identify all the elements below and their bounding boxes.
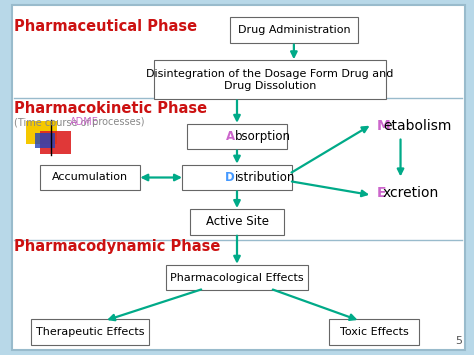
Text: Pharmacokinetic Phase: Pharmacokinetic Phase bbox=[14, 101, 207, 116]
Text: (Time course of: (Time course of bbox=[14, 118, 93, 127]
Text: Disintegration of the Dosage Form Drug and
Drug Dissolution: Disintegration of the Dosage Form Drug a… bbox=[146, 69, 394, 91]
Text: 5: 5 bbox=[455, 336, 462, 346]
Text: Drug Administration: Drug Administration bbox=[237, 25, 350, 35]
Text: E: E bbox=[377, 186, 386, 201]
FancyBboxPatch shape bbox=[40, 165, 140, 190]
FancyBboxPatch shape bbox=[230, 17, 358, 43]
FancyBboxPatch shape bbox=[154, 60, 386, 99]
FancyBboxPatch shape bbox=[329, 319, 419, 345]
FancyBboxPatch shape bbox=[187, 124, 287, 149]
FancyBboxPatch shape bbox=[31, 319, 149, 345]
Text: Toxic Effects: Toxic Effects bbox=[340, 327, 409, 337]
Text: Active Site: Active Site bbox=[206, 215, 268, 228]
Text: bsorption: bsorption bbox=[235, 130, 291, 143]
Text: D: D bbox=[225, 171, 235, 184]
FancyBboxPatch shape bbox=[12, 5, 465, 350]
Text: Pharmacological Effects: Pharmacological Effects bbox=[170, 273, 304, 283]
Text: processes): processes) bbox=[89, 118, 145, 127]
Text: xcretion: xcretion bbox=[383, 186, 439, 201]
Bar bbox=[26, 121, 57, 144]
Text: etabolism: etabolism bbox=[383, 119, 451, 133]
Bar bbox=[35, 133, 55, 148]
Text: istribution: istribution bbox=[235, 171, 295, 184]
Bar bbox=[40, 131, 71, 154]
Text: A: A bbox=[226, 130, 235, 143]
FancyBboxPatch shape bbox=[182, 165, 292, 190]
Text: M: M bbox=[377, 119, 391, 133]
Text: Pharmacodynamic Phase: Pharmacodynamic Phase bbox=[14, 239, 220, 254]
Text: ADME: ADME bbox=[70, 118, 99, 127]
Text: Therapeutic Effects: Therapeutic Effects bbox=[36, 327, 144, 337]
Text: Pharmaceutical Phase: Pharmaceutical Phase bbox=[14, 19, 197, 34]
FancyBboxPatch shape bbox=[190, 209, 284, 235]
FancyBboxPatch shape bbox=[166, 265, 308, 290]
Text: Accumulation: Accumulation bbox=[52, 173, 128, 182]
